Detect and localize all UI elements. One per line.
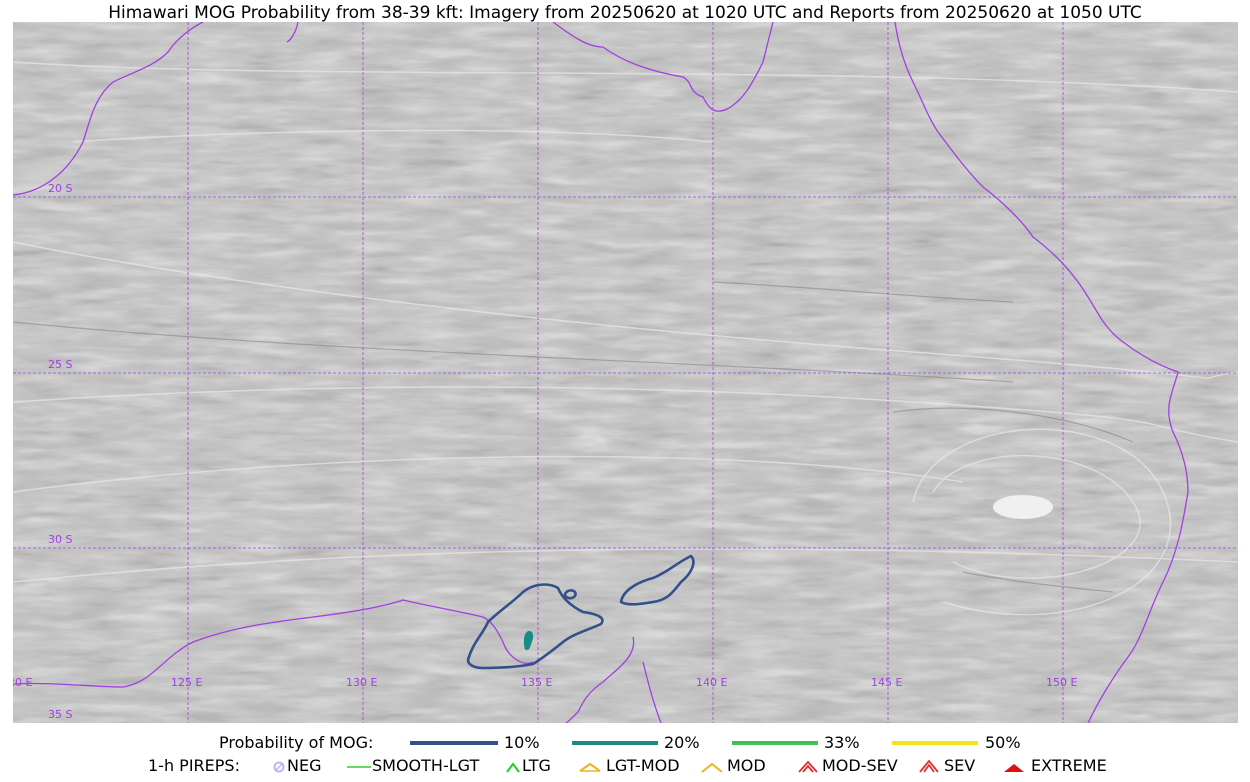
lon-label-120e: 120 E: [13, 676, 33, 689]
pirep-sev-label: SEV: [944, 756, 976, 775]
mog-10-label: 10%: [504, 733, 540, 752]
bright-cloud: [993, 495, 1053, 519]
map-canvas: [13, 22, 1238, 723]
lon-label-140e: 140 E: [696, 676, 728, 689]
pirep-extreme-label: EXTREME: [1031, 756, 1107, 775]
pirep-smooth-lgt-label: SMOOTH-LGT: [372, 756, 480, 775]
mod-sev-double-caret-icon: [798, 760, 818, 773]
mod-caret-icon: [701, 762, 723, 773]
map-title: Himawari MOG Probability from 38-39 kft:…: [108, 3, 1142, 23]
mog-contours: [466, 554, 695, 670]
cloud-streaks: [13, 61, 1238, 616]
lat-label-35s: 35 S: [48, 708, 73, 721]
mog-50-swatch: [892, 741, 978, 745]
lon-label-130e: 130 E: [346, 676, 378, 689]
mog-10-swatch: [410, 741, 498, 745]
coastline: [13, 22, 1189, 723]
graticule: [13, 22, 1238, 723]
pirep-mod-label: MOD: [727, 756, 766, 775]
satellite-map: 20 S 25 S 30 S 35 S 120 E 125 E 130 E 13…: [13, 22, 1238, 723]
pirep-mod-sev-label: MOD-SEV: [822, 756, 898, 775]
pirep-ltg-label: LTG: [522, 756, 551, 775]
pireps-legend: 1-h PIREPS: NEG SMOOTH-LGT LTG LGT-MOD M…: [0, 756, 1250, 776]
sev-double-caret-icon: [919, 759, 939, 773]
mog-33-swatch: [732, 741, 818, 745]
smooth-lgt-line-icon: [347, 766, 371, 768]
lat-label-30s: 30 S: [48, 533, 73, 546]
ltg-caret-icon: [506, 762, 520, 773]
mog-20-swatch: [572, 741, 658, 745]
mog-legend-title: Probability of MOG:: [219, 733, 374, 752]
lon-label-150e: 150 E: [1046, 676, 1078, 689]
lat-label-25s: 25 S: [48, 358, 73, 371]
pirep-lgt-mod-label: LGT-MOD: [606, 756, 680, 775]
lon-label-145e: 145 E: [871, 676, 903, 689]
pireps-legend-title: 1-h PIREPS:: [148, 756, 240, 775]
extreme-filled-caret-icon: [1004, 764, 1024, 772]
lat-label-20s: 20 S: [48, 182, 73, 195]
mog-50-label: 50%: [985, 733, 1021, 752]
pirep-neg-label: NEG: [287, 756, 322, 775]
neg-circle-icon: [273, 761, 285, 773]
mog-33-label: 33%: [824, 733, 860, 752]
lon-label-125e: 125 E: [171, 676, 203, 689]
mog-legend: Probability of MOG: 10% 20% 33% 50%: [0, 733, 1250, 753]
lon-label-135e: 135 E: [521, 676, 553, 689]
mog-20-label: 20%: [664, 733, 700, 752]
lgt-mod-caret-icon: [579, 762, 601, 772]
